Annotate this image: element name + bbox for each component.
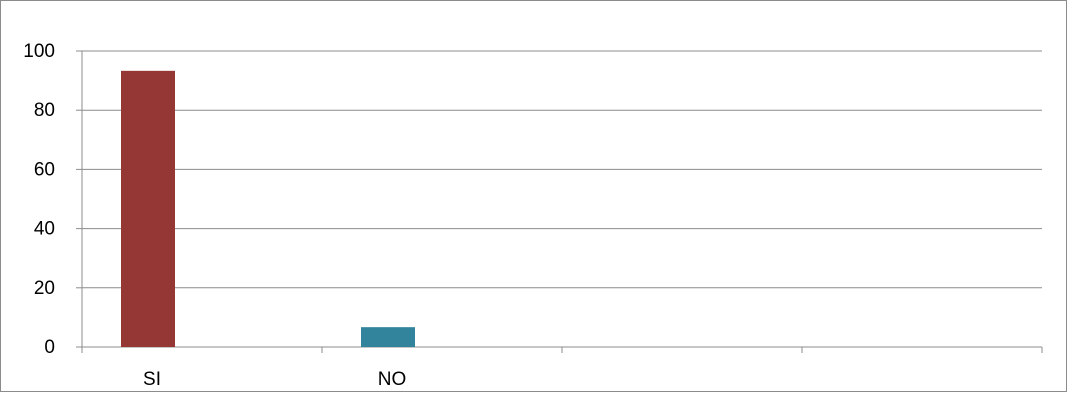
bars (121, 70, 415, 347)
gridlines (82, 50, 1042, 289)
x-category-label-si: SI (143, 369, 161, 390)
y-tick-label-100: 100 (23, 41, 55, 62)
bar-si (121, 70, 175, 347)
y-tick-label-40: 40 (34, 219, 55, 240)
bar-no (361, 327, 415, 347)
y-tick-label-20: 20 (34, 278, 55, 299)
y-tick-label-80: 80 (34, 100, 55, 121)
axes (76, 50, 1043, 353)
y-tick-label-0: 0 (44, 337, 55, 358)
labels: 0 20 40 60 80 100 SI NO (23, 41, 406, 390)
x-category-label-no: NO (378, 369, 407, 390)
y-tick-label-60: 60 (34, 159, 55, 180)
